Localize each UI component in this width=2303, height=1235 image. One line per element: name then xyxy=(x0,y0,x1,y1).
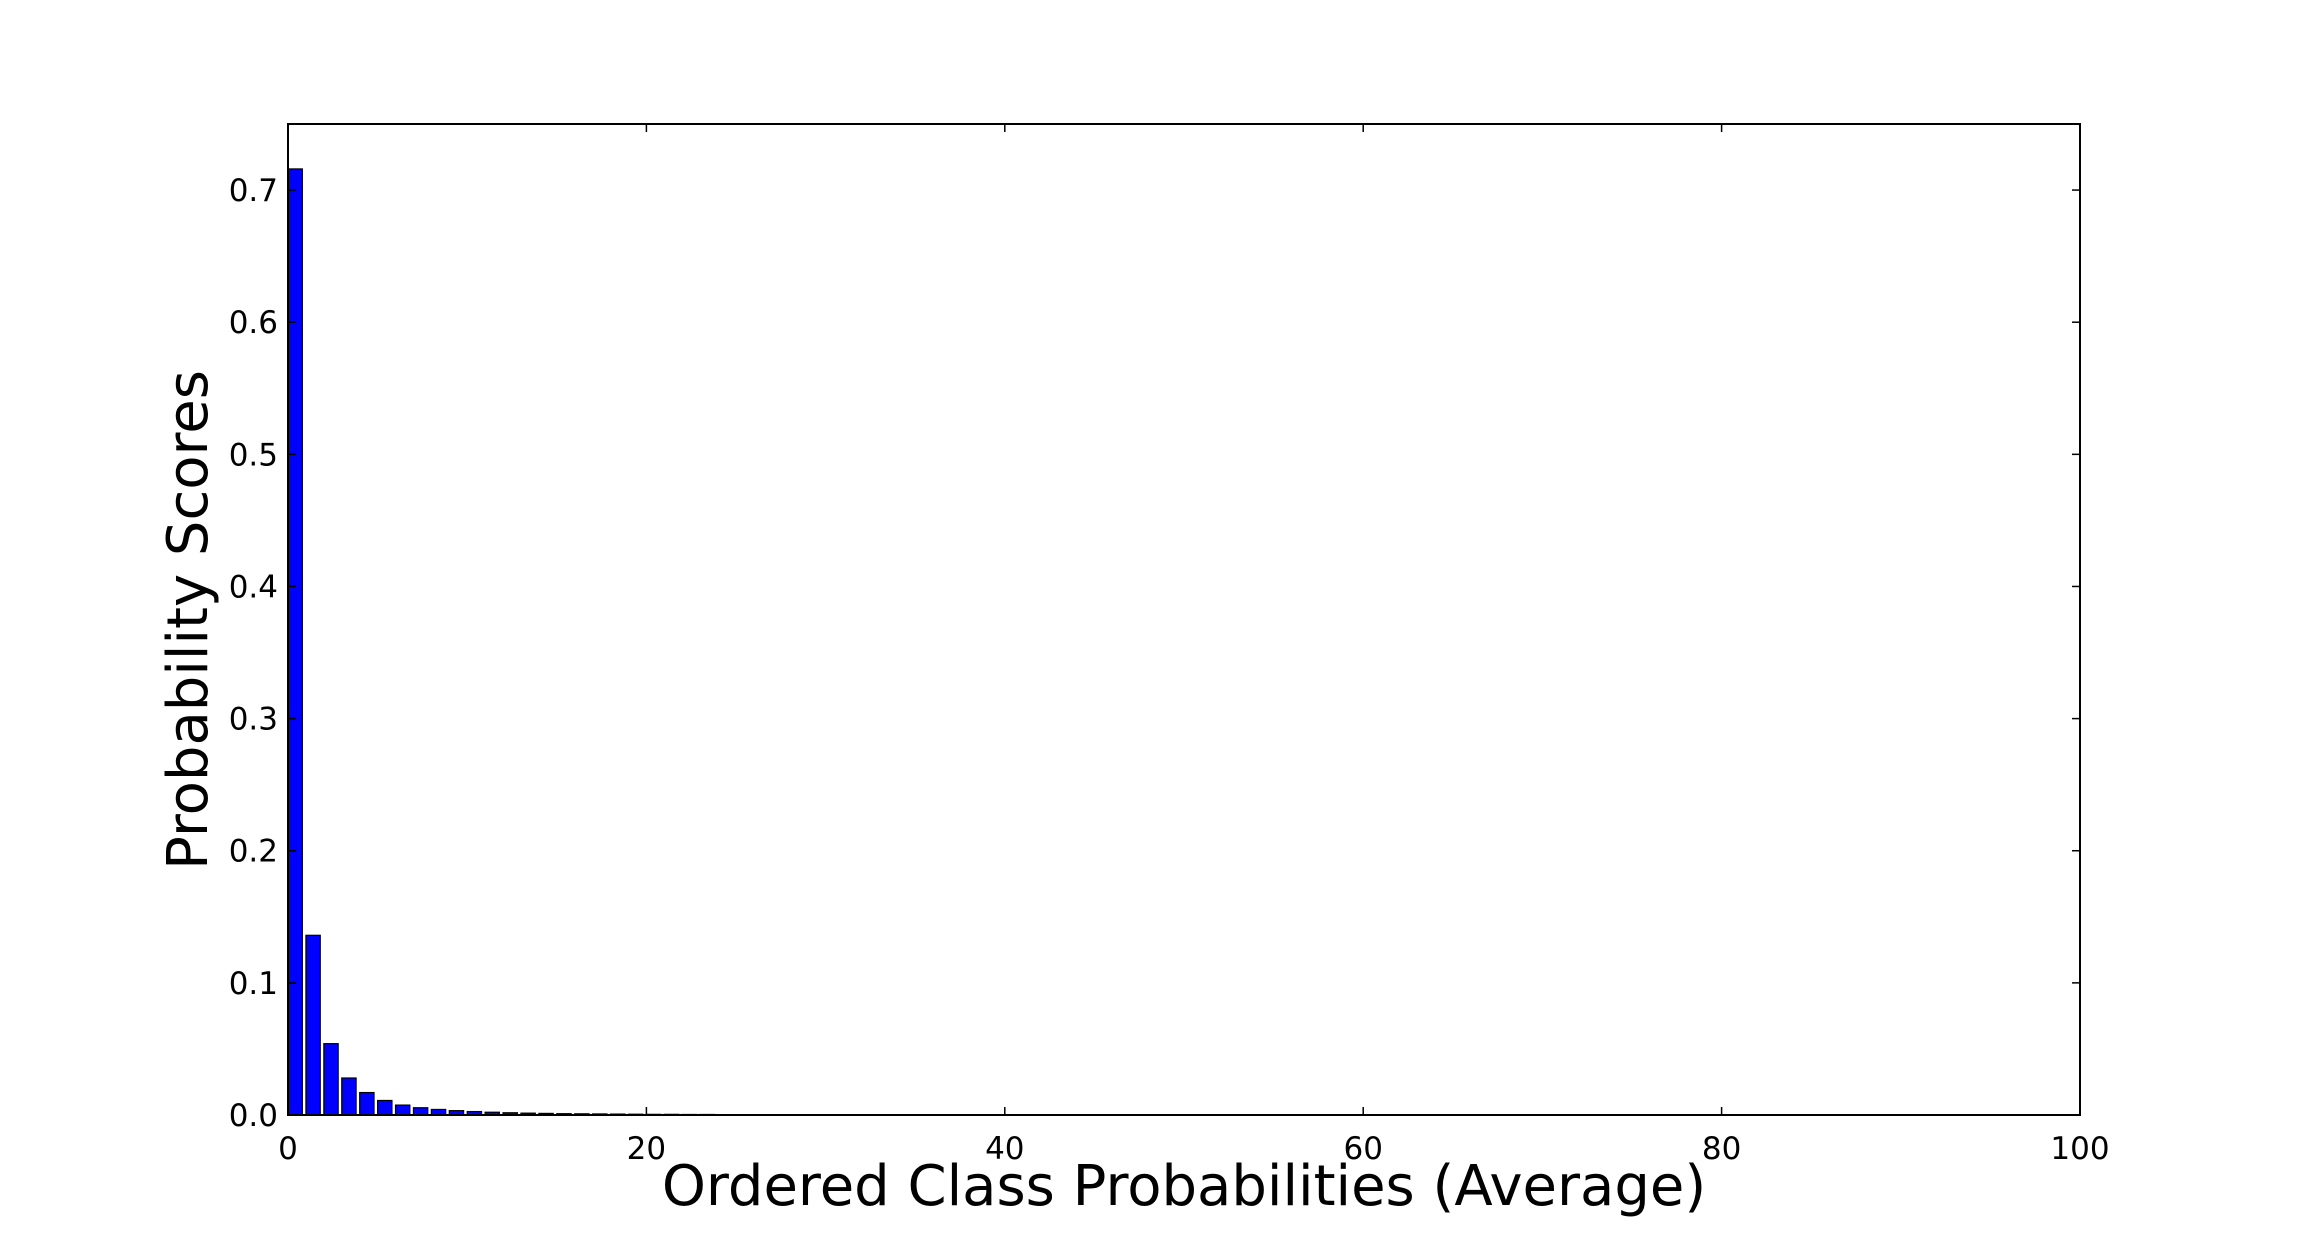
y-axis-label: Probability Scores xyxy=(156,370,221,870)
y-tick-label: 0.5 xyxy=(229,437,278,473)
x-tick-label: 80 xyxy=(1702,1131,1741,1167)
x-tick-label: 40 xyxy=(985,1131,1024,1167)
bar-2 xyxy=(323,1043,339,1116)
y-tick-label: 0.4 xyxy=(229,569,278,605)
y-tick-label: 0.7 xyxy=(229,173,278,209)
bar-3 xyxy=(341,1077,357,1116)
bar-0 xyxy=(287,168,303,1116)
bar-4 xyxy=(359,1091,375,1116)
y-tick-label: 0.3 xyxy=(229,702,278,738)
x-axis-label: Ordered Class Probabilities (Average) xyxy=(662,1154,1706,1219)
bar-6 xyxy=(394,1104,411,1116)
y-tick-label: 0.6 xyxy=(229,305,278,341)
x-tick-labels: 0 20 40 60 80 100 xyxy=(278,1131,2109,1167)
x-tick-label: 0 xyxy=(278,1131,298,1167)
y-tick-label: 0.1 xyxy=(229,966,278,1002)
axis-ticks xyxy=(287,124,2081,1116)
y-tick-label: 0.0 xyxy=(229,1098,278,1134)
plot-area-frame xyxy=(287,123,2081,1116)
bar-1 xyxy=(305,934,321,1116)
y-tick-labels: 0.0 0.1 0.2 0.3 0.4 0.5 0.6 0.7 xyxy=(229,173,278,1134)
y-tick-label: 0.2 xyxy=(229,834,278,870)
x-tick-label: 20 xyxy=(627,1131,666,1167)
x-tick-label: 100 xyxy=(2050,1131,2109,1167)
x-tick-label: 60 xyxy=(1343,1131,1382,1167)
bar-5 xyxy=(377,1099,393,1116)
bar-7 xyxy=(412,1107,429,1116)
